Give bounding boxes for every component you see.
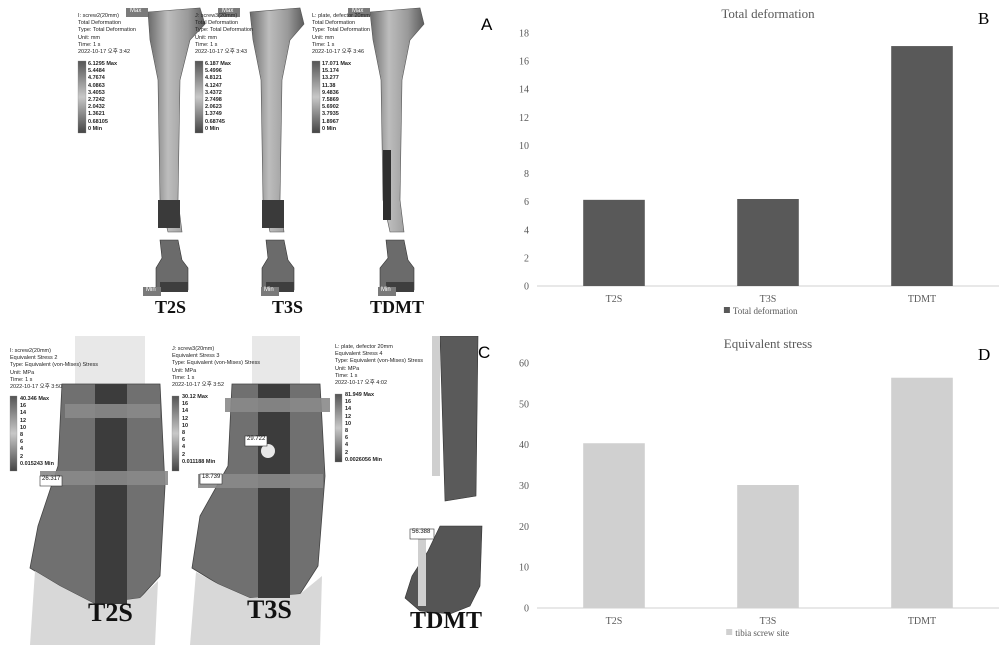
min-tag-tdmt: Min: [381, 287, 391, 293]
panel-c-label-t3s: T3S: [247, 595, 292, 624]
panel-a-figure: [77, 7, 425, 296]
panel-c-label-t2s: T2S: [88, 598, 133, 627]
panel-a-label-t3s: T3S: [272, 297, 304, 317]
panel-a-label-t2s: T2S: [155, 297, 187, 317]
tdmt-deformation-model: [369, 7, 425, 292]
y-tick-label-4: 40: [519, 440, 529, 451]
y-tick-label-2: 20: [519, 522, 529, 533]
bar-t3s: [737, 485, 799, 608]
bar-t2s: [583, 199, 645, 286]
stress-legend-scale-0: 40.346 Max 16 14 12 10 8 6 4 2 0.015243 …: [20, 396, 54, 467]
chart-title: Equivalent stress: [724, 336, 812, 351]
deformation-legend-scale-1: 6.187 Max 5.4996 4.8121 4.1247 3.4372 2.…: [205, 61, 231, 132]
chart-legend: Total deformation: [723, 306, 798, 316]
y-tick-label-0: 0: [524, 282, 529, 293]
probe-t2s: 26.317: [42, 476, 61, 482]
t3s-stress-model: [190, 336, 330, 645]
legend-label: tibia screw site: [735, 628, 789, 638]
bar-t2s: [583, 443, 645, 608]
deformation-legend-header-0: I: screw2(20mm) Total Deformation Type: …: [78, 13, 136, 56]
x-tick-label-tdmt: TDMT: [908, 294, 936, 305]
y-tick-label-9: 18: [519, 29, 529, 40]
t2s-stress-model: [29, 336, 168, 645]
legend-label: Total deformation: [733, 306, 798, 316]
deformation-legend-header-1: J: screw3(20mm) Total Deformation Type: …: [195, 13, 253, 56]
bar-tdmt: [891, 46, 953, 286]
panel-letter-a: A: [481, 15, 493, 34]
panel-letter-d: D: [978, 345, 990, 364]
panel-a-label-tdmt: TDMT: [370, 297, 424, 317]
deformation-legend-scale-0: 6.1295 Max 5.4484 4.7674 4.0863 3.4053 2…: [88, 61, 118, 132]
tdmt-stress-model: [404, 336, 483, 615]
y-tick-label-6: 12: [519, 113, 529, 124]
equivalent-stress-chart: Equivalent stress 0 10 20 30 40 50 60 T2S T3S TDMT…: [519, 336, 999, 638]
panel-letter-b: B: [978, 9, 989, 28]
chart-legend: tibia screw site: [726, 628, 789, 638]
y-tick-label-3: 30: [519, 481, 529, 492]
deformation-legend-scale-2: 17.071 Max 15.174 13.277 11.38 9.4836 7.…: [322, 61, 352, 132]
stress-legend-header-0: I: screw2(20mm) Equivalent Stress 2 Type…: [10, 348, 99, 391]
y-tick-label-7: 14: [519, 85, 529, 96]
legend-swatch: [726, 629, 733, 635]
panel-c-figure: [9, 336, 483, 645]
y-tick-label-3: 6: [524, 197, 529, 208]
y-tick-label-8: 16: [519, 57, 529, 68]
max-tag-tdmt: Max: [352, 8, 364, 14]
total-deformation-chart: Total deformation 0 2 4 6 8 10 12 14 16 18 T2S T3S TD…: [519, 6, 999, 316]
bar-t3s: [737, 198, 799, 286]
min-tag-t2s: Min: [146, 287, 156, 293]
stress-legend-scale-1: 30.12 Max 16 14 12 10 8 6 4 2 0.011188 M…: [182, 394, 216, 465]
max-tag-t2s: Max: [130, 8, 142, 14]
probe-tdmt: 56.388: [412, 529, 431, 535]
x-tick-label-t2s: T2S: [606, 294, 623, 305]
max-tags: [126, 8, 370, 17]
deformation-legend-header-2: L: plate, defector 20mm Total Deformatio…: [312, 13, 370, 56]
t3s-deformation-model: [249, 7, 305, 292]
x-tick-label-tdmt: TDMT: [908, 616, 936, 627]
panel-letter-c: C: [478, 343, 491, 362]
panel-c-label-tdmt: TDMT: [410, 608, 482, 634]
y-tick-label-6: 60: [519, 359, 529, 370]
legend-swatch: [723, 307, 730, 313]
y-tick-label-2: 4: [524, 225, 529, 236]
stress-legend-scale-2: 81.949 Max 16 14 12 10 8 6 4 2 0.0026056…: [345, 392, 382, 463]
bar-tdmt: [891, 377, 953, 608]
y-tick-label-0: 0: [524, 604, 529, 615]
min-tag-t3s: Min: [264, 287, 274, 293]
probe-t3s: 18.739: [202, 474, 221, 480]
max-tag-t3s: Max: [222, 8, 234, 14]
min-tags: [143, 287, 396, 296]
x-tick-label-t3s: T3S: [760, 294, 777, 305]
y-tick-label-5: 50: [519, 399, 529, 410]
probe-t3s-2: 29.722: [247, 436, 266, 442]
y-tick-label-1: 2: [524, 253, 529, 264]
stress-legend-header-2: L: plate, defector 20mm Equivalent Stres…: [335, 344, 424, 387]
y-tick-label-4: 8: [524, 169, 529, 180]
x-tick-label-t2s: T2S: [606, 616, 623, 627]
y-tick-label-5: 10: [519, 141, 529, 152]
y-tick-label-1: 10: [519, 563, 529, 574]
chart-title: Total deformation: [721, 6, 815, 21]
stress-legend-header-1: J: screw3(20mm) Equivalent Stress 3 Type…: [172, 346, 261, 389]
x-tick-label-t3s: T3S: [760, 616, 777, 627]
t2s-deformation-model: [147, 7, 206, 292]
